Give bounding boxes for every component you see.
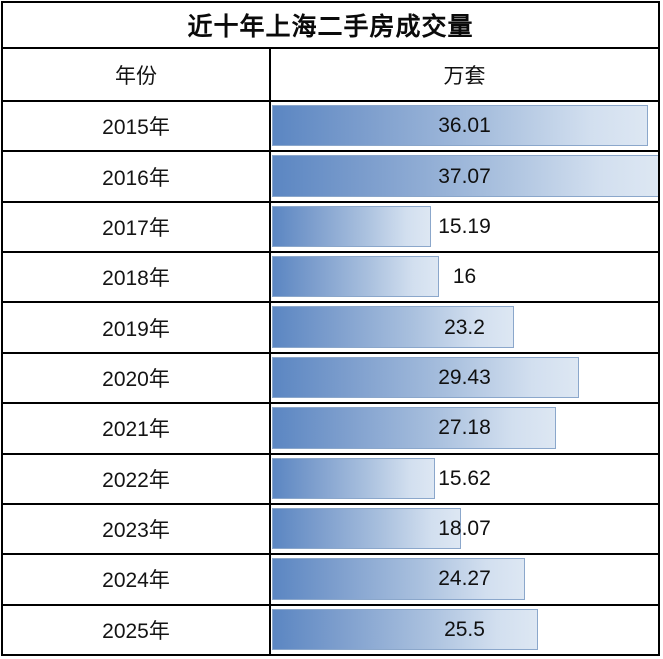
value-label: 15.19	[438, 214, 491, 238]
table-row: 2015年 36.01	[3, 102, 658, 153]
value-cell: 18.07	[271, 505, 658, 553]
table-row: 2022年 15.62	[3, 454, 658, 505]
data-bar	[272, 457, 436, 499]
table-row: 2023年 18.07	[3, 504, 658, 556]
column-header-unit: 万套	[271, 49, 658, 100]
value-label: 37.07	[438, 164, 491, 188]
column-header-unit-label: 万套	[443, 64, 486, 88]
value-cell: 37.07	[271, 152, 658, 200]
table-row: 2018年 16	[3, 253, 658, 304]
year-cell: 2021年	[3, 404, 271, 453]
value-cell: 29.43	[271, 354, 658, 402]
data-bar	[272, 356, 580, 399]
data-bar	[272, 507, 461, 550]
table-title-row: 近十年上海二手房成交量	[3, 3, 658, 49]
value-cell: 15.19	[271, 203, 658, 251]
data-bar	[272, 155, 658, 197]
data-bar	[272, 105, 648, 147]
value-label: 16	[452, 265, 477, 289]
table-row: 2021年 27.18	[3, 404, 658, 455]
value-label: 36.01	[438, 114, 491, 138]
table-row: 2016年 37.07	[3, 152, 658, 203]
year-cell: 2017年	[3, 202, 271, 252]
year-cell: 2025年	[3, 605, 271, 654]
table-row: 2024年 24.27	[3, 555, 658, 606]
value-label: 18.07	[438, 517, 491, 541]
data-bar	[272, 205, 431, 248]
year-cell: 2022年	[3, 454, 271, 503]
data-bar	[272, 558, 526, 600]
year-cell: 2018年	[3, 253, 271, 302]
table-row: 2019年 23.2	[3, 303, 658, 354]
data-bar	[272, 256, 440, 298]
data-bar	[272, 407, 556, 449]
value-cell: 27.18	[271, 404, 658, 452]
year-cell: 2024年	[3, 555, 271, 604]
value-cell: 25.5	[271, 606, 658, 654]
column-header-year: 年份	[3, 49, 271, 100]
data-bar	[272, 608, 539, 650]
value-cell: 15.62	[271, 455, 658, 503]
year-cell: 2016年	[3, 152, 271, 201]
year-cell: 2020年	[3, 353, 271, 403]
page-title: 近十年上海二手房成交量	[187, 13, 474, 41]
table-row: 2025年 25.5	[3, 605, 658, 654]
value-label: 27.18	[438, 416, 491, 440]
data-bar	[272, 306, 515, 348]
table-row: 2020年 29.43	[3, 353, 658, 405]
table-header-row: 年份 万套	[3, 49, 658, 102]
value-cell: 23.2	[271, 303, 658, 351]
value-label: 24.27	[438, 567, 491, 591]
value-label: 15.62	[438, 466, 491, 490]
value-label: 23.2	[444, 315, 485, 339]
year-cell: 2019年	[3, 303, 271, 352]
table-row: 2017年 15.19	[3, 202, 658, 254]
value-label: 29.43	[438, 365, 491, 389]
year-cell: 2023年	[3, 504, 271, 554]
year-cell: 2015年	[3, 102, 271, 151]
value-label: 25.5	[444, 617, 485, 641]
value-cell: 24.27	[271, 555, 658, 603]
value-cell: 16	[271, 253, 658, 301]
value-cell: 36.01	[271, 102, 658, 150]
table-body: 2015年 36.01 2016年 37.07 2017年 15.19 2018年 16 201…	[3, 102, 658, 654]
